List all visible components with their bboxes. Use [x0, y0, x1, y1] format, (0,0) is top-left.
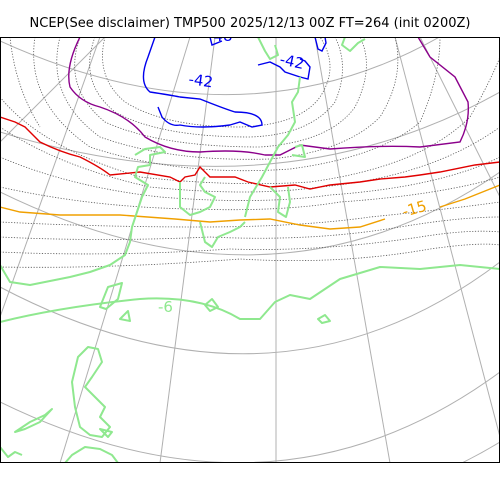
map-panel: -42 -42 -48 -15 -6: [0, 37, 500, 463]
parallel-line: [0, 261, 500, 355]
meridian-line: [419, 37, 500, 198]
meridian-line: [314, 37, 391, 463]
meridian-line: [59, 37, 191, 463]
map-title: NCEP(See disclaimer) TMP500 2025/12/13 0…: [29, 16, 471, 31]
parallel-line: [0, 371, 500, 463]
meridian-line: [0, 37, 106, 143]
map-canvas: -42 -42 -48 -15 -6: [0, 37, 500, 463]
contour-label-minus-42-left: -42: [187, 70, 214, 91]
meridian-line: [159, 37, 216, 463]
contour-label-minus-15: -15: [400, 197, 429, 221]
parallel-line: [0, 37, 441, 96]
dotted-isotherms: [0, 37, 500, 268]
map-frame: [0, 37, 500, 463]
meridian-line: [394, 37, 500, 438]
contour-minus-15: [0, 184, 500, 230]
contour-minus-42-left: [142, 37, 263, 128]
contour-minus-48: [209, 37, 223, 46]
contour-label-minus-48: -48: [208, 37, 233, 45]
contour-red: [0, 116, 500, 190]
parallel-line: [0, 91, 500, 167]
contour-label-minus-6: -6: [158, 298, 173, 316]
contour-purple: [68, 37, 470, 156]
coastlines: [0, 37, 500, 463]
parallel-line: [0, 171, 500, 256]
contour-label-minus-42-right: -42: [278, 50, 306, 73]
meridian-line: [0, 37, 101, 318]
contour-blue-east: [314, 37, 327, 52]
